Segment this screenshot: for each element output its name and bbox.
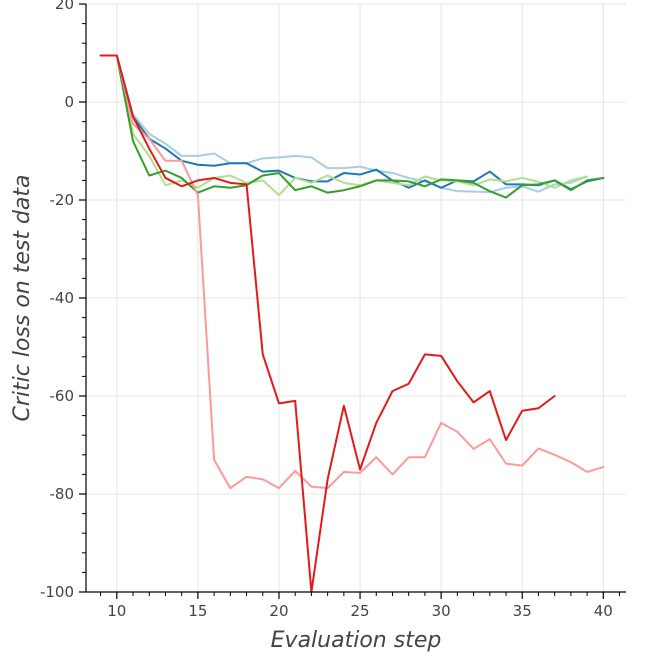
series-line-pink [99, 54, 605, 490]
y-tick-label: 20 [55, 0, 74, 13]
x-tick-label: 15 [188, 602, 207, 620]
y-tick-label: -40 [50, 289, 75, 307]
x-axis-title: Evaluation step [271, 628, 442, 653]
x-tick-label: 35 [513, 602, 532, 620]
series-line-blue [99, 54, 605, 191]
x-tick-label: 20 [269, 602, 288, 620]
series-line-light-green [99, 54, 589, 197]
series-line-green [99, 54, 605, 199]
series-group [99, 54, 605, 593]
y-tick-label: -20 [50, 191, 75, 209]
y-tick-label: -80 [50, 485, 75, 503]
y-axis-title: Critic loss on test data [10, 174, 35, 421]
series-line-red [99, 54, 556, 593]
y-tick-label: -100 [40, 583, 74, 601]
y-tick-label: -60 [50, 387, 75, 405]
series-line-light-blue [99, 54, 589, 194]
x-tick-label: 25 [351, 602, 370, 620]
x-tick-label: 30 [432, 602, 451, 620]
ticks: 10 15 20 25 30 35 40 -100 -80 -60 -40 -20 0 20 [40, 0, 621, 620]
y-tick-label: 0 [64, 93, 74, 111]
x-tick-label: 40 [594, 602, 613, 620]
x-tick-label: 10 [107, 602, 126, 620]
grid [86, 3, 626, 593]
